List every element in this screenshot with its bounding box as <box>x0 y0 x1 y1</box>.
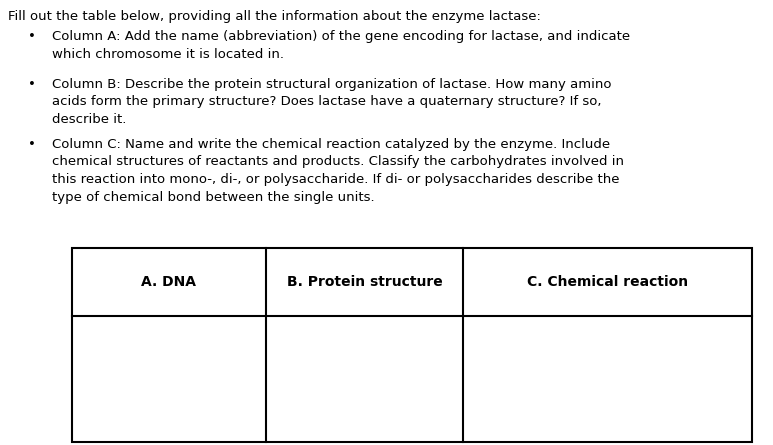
Bar <box>72 248 752 442</box>
Text: C. Chemical reaction: C. Chemical reaction <box>527 275 688 289</box>
Text: •: • <box>28 30 36 43</box>
Text: Column A: Add the name (abbreviation) of the gene encoding for lactase, and indi: Column A: Add the name (abbreviation) of… <box>52 30 630 61</box>
Text: Fill out the table below, providing all the information about the enzyme lactase: Fill out the table below, providing all … <box>8 10 541 23</box>
Text: •: • <box>28 138 36 151</box>
Text: B. Protein structure: B. Protein structure <box>287 275 442 289</box>
Text: Column C: Name and write the chemical reaction catalyzed by the enzyme. Include
: Column C: Name and write the chemical re… <box>52 138 624 203</box>
Text: A. DNA: A. DNA <box>141 275 196 289</box>
Text: Column B: Describe the protein structural organization of lactase. How many amin: Column B: Describe the protein structura… <box>52 78 611 126</box>
Text: •: • <box>28 78 36 91</box>
